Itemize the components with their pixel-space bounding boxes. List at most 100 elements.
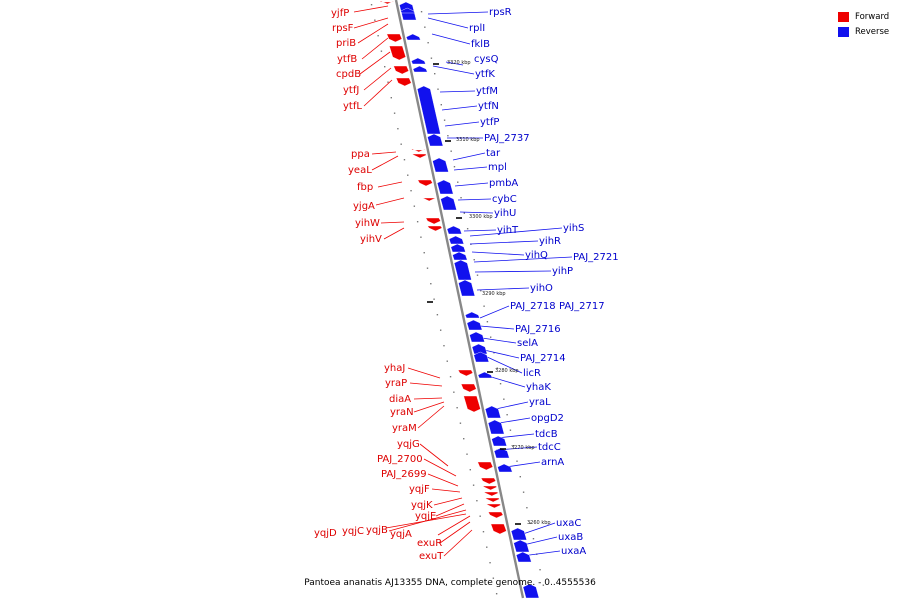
gene-label[interactable]: yihV bbox=[360, 234, 382, 245]
track-ticks bbox=[370, 4, 545, 595]
gene-label[interactable]: pmbA bbox=[489, 178, 518, 189]
gene-label[interactable]: diaA bbox=[389, 394, 411, 405]
gene-label[interactable]: exuT bbox=[419, 551, 444, 562]
gene-glyph bbox=[448, 235, 465, 245]
leader-line bbox=[353, 5, 389, 13]
gene-label[interactable]: yihP bbox=[552, 266, 573, 277]
leader-line bbox=[439, 521, 471, 544]
leader-line bbox=[413, 401, 445, 413]
gene-label[interactable]: yraL bbox=[529, 397, 551, 408]
gene-label[interactable]: exuR bbox=[417, 538, 442, 549]
track-dot bbox=[426, 267, 429, 269]
gene-label[interactable]: yraN bbox=[390, 407, 414, 418]
gene-label[interactable]: rpsF bbox=[332, 23, 354, 34]
gene-label[interactable]: ytfB bbox=[337, 54, 357, 65]
gene-glyph bbox=[393, 65, 409, 75]
gene-label[interactable]: ytfN bbox=[478, 101, 499, 112]
gene-label[interactable]: yqjK bbox=[411, 500, 433, 511]
track-dot bbox=[496, 367, 498, 369]
gene-label[interactable]: yihS bbox=[563, 223, 584, 234]
gene-label[interactable]: yqjE bbox=[415, 511, 436, 522]
gene-label[interactable]: yihT bbox=[497, 225, 519, 236]
gene-glyph bbox=[427, 225, 443, 232]
gene-glyph bbox=[410, 148, 426, 153]
gene-label[interactable]: arnA bbox=[541, 457, 564, 468]
gene-label[interactable]: PAJ_2737 bbox=[484, 133, 530, 144]
gene-label[interactable]: opgD2 bbox=[531, 413, 564, 424]
gene-label[interactable]: yihR bbox=[539, 236, 561, 247]
leader-line bbox=[427, 17, 469, 29]
gene-label[interactable]: PAJ_2714 bbox=[520, 353, 566, 364]
gene-label[interactable]: PAJ_2699 bbox=[381, 469, 427, 480]
track-dot bbox=[390, 97, 393, 99]
gene-label[interactable]: uxaB bbox=[558, 532, 583, 543]
gene-label[interactable]: ytfJ bbox=[343, 85, 359, 96]
track-dot bbox=[374, 19, 376, 21]
gene-label[interactable]: ytfM bbox=[476, 86, 498, 97]
gene-glyph bbox=[386, 33, 403, 43]
gene-label[interactable]: ytfK bbox=[475, 69, 495, 80]
gene-label[interactable]: ppa bbox=[351, 149, 370, 160]
gene-label[interactable]: uxaC bbox=[556, 518, 581, 529]
gene-glyph bbox=[436, 179, 454, 195]
track-dot bbox=[469, 469, 472, 471]
gene-label[interactable]: tdcB bbox=[535, 429, 558, 440]
gene-label[interactable]: yhaK bbox=[526, 382, 551, 393]
gene-label[interactable]: PAJ_2716 bbox=[515, 324, 561, 335]
gene-label[interactable]: yihW bbox=[355, 218, 380, 229]
gene-label[interactable]: uxaA bbox=[561, 546, 586, 557]
gene-label[interactable]: yqjG bbox=[397, 439, 420, 450]
gene-label[interactable]: rpsR bbox=[489, 7, 512, 18]
gene-glyph bbox=[411, 153, 427, 159]
gene-label[interactable]: yeaL bbox=[348, 165, 372, 176]
gene-label[interactable]: cysQ bbox=[474, 54, 499, 65]
gene-label[interactable]: PAJ_2718 bbox=[510, 301, 556, 312]
gene-label[interactable]: mpl bbox=[488, 162, 507, 173]
gene-label[interactable]: fklB bbox=[471, 39, 490, 50]
track-dot bbox=[413, 205, 416, 207]
gene-label[interactable]: PAJ_2700 bbox=[377, 454, 423, 465]
gene-label[interactable]: rplI bbox=[469, 23, 485, 34]
leader-line bbox=[479, 325, 515, 330]
gene-label[interactable]: yjgA bbox=[353, 201, 375, 212]
gene-label[interactable]: yihQ bbox=[525, 250, 548, 261]
gene-label[interactable]: PAJ_2717 bbox=[559, 301, 605, 312]
gene-label[interactable]: ytfL bbox=[343, 101, 362, 112]
gene-label[interactable]: yqjF bbox=[409, 484, 430, 495]
kbp-label: 3290 kbp bbox=[482, 291, 506, 297]
gene-label[interactable]: priB bbox=[336, 38, 356, 49]
gene-label[interactable]: ytfP bbox=[480, 117, 499, 128]
track-dot bbox=[516, 460, 518, 462]
gene-label[interactable]: yqjA bbox=[390, 529, 412, 540]
gene-glyph bbox=[522, 583, 540, 599]
gene-glyph bbox=[432, 157, 449, 173]
gene-label[interactable]: yqjD bbox=[314, 528, 337, 539]
gene-label[interactable]: selA bbox=[517, 338, 538, 349]
gene-label[interactable]: PAJ_2721 bbox=[573, 252, 619, 263]
gene-label[interactable]: yqjC bbox=[342, 526, 364, 537]
gene-glyph bbox=[473, 351, 490, 363]
gene-label[interactable]: yraM bbox=[392, 423, 417, 434]
gene-label[interactable]: yjfP bbox=[331, 8, 349, 19]
gene-label[interactable]: yraP bbox=[385, 378, 407, 389]
track-dot bbox=[370, 4, 373, 6]
gene-label[interactable]: cpdB bbox=[336, 69, 361, 80]
gene-label[interactable]: yihO bbox=[530, 283, 553, 294]
track-dot bbox=[407, 174, 409, 176]
gene-label[interactable]: tar bbox=[486, 148, 501, 159]
track-dot bbox=[522, 491, 525, 493]
gene-label[interactable]: tdcC bbox=[538, 442, 561, 453]
gene-label[interactable]: cybC bbox=[492, 194, 517, 205]
gene-label[interactable]: fbp bbox=[357, 182, 373, 193]
track-dot bbox=[453, 391, 455, 393]
gene-label[interactable]: licR bbox=[523, 368, 541, 379]
gene-label[interactable]: yqjB bbox=[366, 525, 388, 536]
track-dot bbox=[473, 259, 475, 261]
gene-label[interactable]: yihU bbox=[494, 208, 516, 219]
track-dot bbox=[430, 283, 432, 285]
legend-swatch-reverse bbox=[838, 26, 849, 37]
kbp-label: 3270 kbp bbox=[511, 445, 535, 451]
leader-line bbox=[471, 251, 525, 256]
leader-line bbox=[431, 488, 461, 493]
gene-label[interactable]: yhaJ bbox=[384, 363, 405, 374]
